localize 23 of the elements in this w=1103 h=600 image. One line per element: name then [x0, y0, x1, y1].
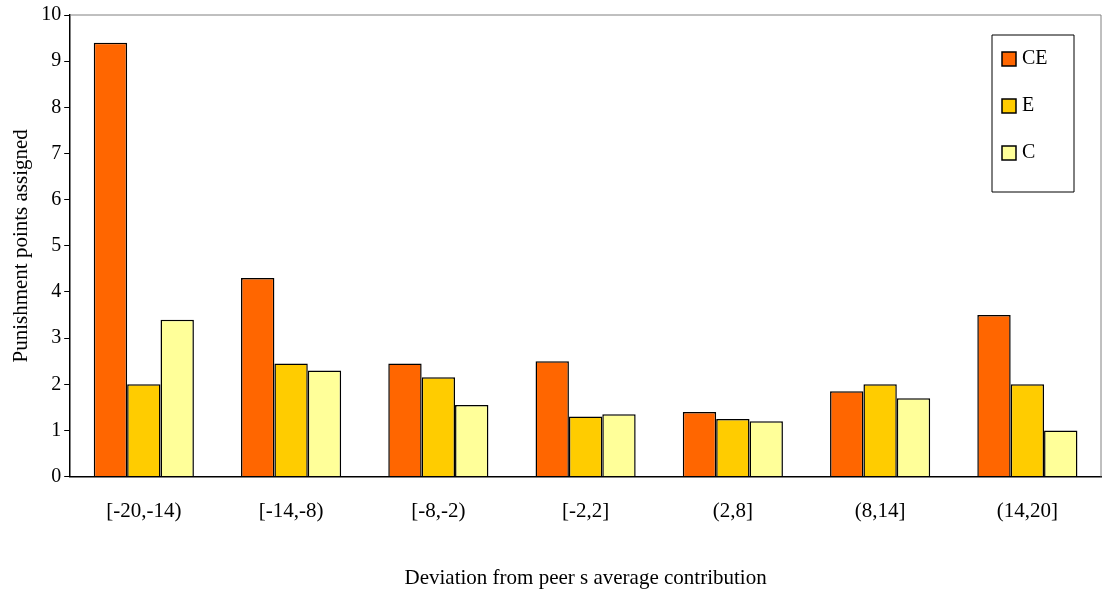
y-tick-label: 4 [51, 279, 62, 302]
y-tick-label: 3 [51, 325, 62, 348]
legend-label: C [1022, 140, 1036, 163]
y-tick-label: 8 [51, 94, 62, 117]
x-tick-label: [-8,-2) [411, 497, 466, 522]
y-tick-label: 10 [41, 2, 62, 25]
y-tick-label: 6 [51, 186, 62, 209]
y-axis-title: Punishment points assigned [8, 128, 33, 363]
y-tick-label: 9 [51, 48, 62, 71]
y-tick-label: 1 [51, 417, 62, 440]
y-tick-label: 0 [51, 463, 62, 486]
x-tick-label: [-20,-14) [106, 497, 182, 522]
x-tick-label: (2,8] [712, 497, 753, 522]
x-tick-label: [-2,2] [561, 497, 610, 522]
legend-label: CE [1022, 46, 1048, 69]
x-tick-label: (14,20] [996, 497, 1058, 522]
y-tick-label: 5 [51, 233, 62, 256]
x-tick-label: (8,14] [854, 497, 906, 522]
y-tick-label: 7 [51, 140, 62, 163]
x-axis-title: Deviation from peer s average contribution [404, 564, 768, 589]
x-tick-label: [-14,-8) [258, 497, 324, 522]
y-tick-label: 2 [51, 371, 62, 394]
legend-label: E [1022, 93, 1035, 116]
